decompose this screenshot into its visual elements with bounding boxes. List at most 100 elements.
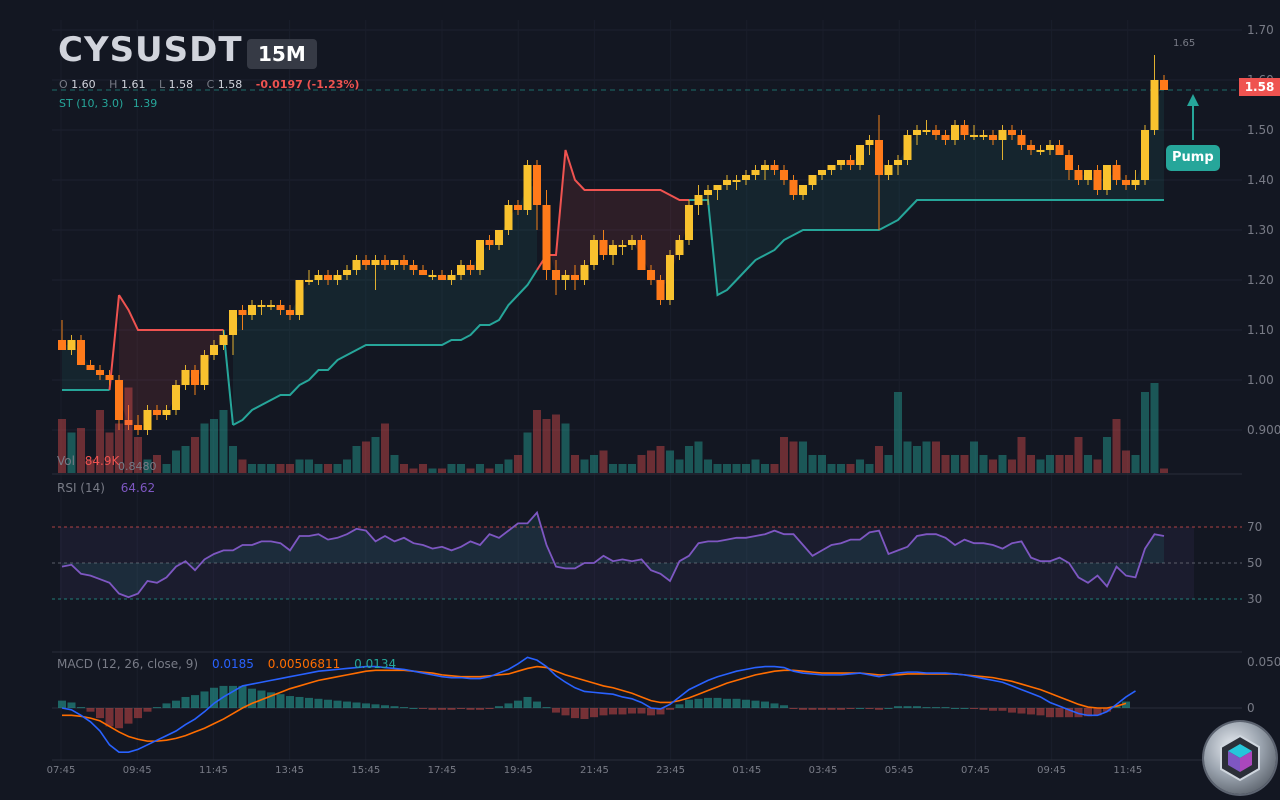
volume-bar <box>1103 437 1111 473</box>
macd-histogram-bar <box>1122 701 1130 708</box>
macd-histogram-bar <box>818 708 826 710</box>
macd-histogram-bar <box>67 702 76 708</box>
volume-bar <box>656 446 665 473</box>
macd-histogram-bar <box>210 687 218 708</box>
rsi-legend[interactable]: RSI (14) 64.62 <box>57 481 155 495</box>
supertrend-down-line <box>546 149 689 256</box>
time-tick-label: 05:45 <box>885 765 914 776</box>
supertrend-legend[interactable]: ST (10, 3.0) 1.39 <box>59 97 163 110</box>
volume-bar <box>514 455 522 473</box>
volume-bar <box>238 459 247 473</box>
volume-bar <box>153 455 161 473</box>
macd-histogram-bar <box>305 697 313 708</box>
macd-histogram-bar <box>789 708 798 709</box>
macd-histogram-bar <box>979 708 988 710</box>
macd-histogram-bar <box>343 701 351 708</box>
volume-bar <box>846 464 855 473</box>
candle-body <box>333 275 342 280</box>
candle-body <box>276 305 285 310</box>
candle-body <box>314 275 323 280</box>
macd-histogram-bar <box>495 706 503 708</box>
candle-body <box>124 420 133 425</box>
volume-bar <box>504 459 513 473</box>
volume-bar <box>305 459 313 473</box>
macd-histogram-bar <box>723 698 731 708</box>
macd-histogram-bar <box>324 699 332 708</box>
volume-bar <box>86 459 95 473</box>
high-label: H <box>109 78 118 91</box>
candle-body <box>685 205 693 240</box>
candle-body <box>229 310 237 335</box>
macd-histogram-bar <box>286 696 294 708</box>
candle-body <box>818 170 826 175</box>
volume-bar <box>324 464 332 473</box>
macd-histogram-bar <box>352 702 361 708</box>
candle-body <box>86 365 95 370</box>
macd-label: MACD (12, 26, close, 9) <box>57 657 199 671</box>
macd-histogram-bar <box>162 703 171 708</box>
supertrend-up-line <box>232 269 538 426</box>
volume-bar <box>210 419 218 473</box>
candle-body <box>979 135 988 137</box>
macd-histogram-bar <box>181 696 190 708</box>
supertrend-down-fill <box>119 295 224 428</box>
volume-bar <box>751 459 760 473</box>
macd-histogram-bar <box>238 685 247 708</box>
volume-bar <box>761 464 769 473</box>
macd-histogram-bar <box>105 708 114 727</box>
macd-histogram-bar <box>894 706 902 708</box>
candle-body <box>694 195 703 205</box>
macd-histogram-bar <box>333 700 342 708</box>
volume-legend[interactable]: Vol 84.9K <box>57 454 119 468</box>
volume-bar <box>732 464 741 473</box>
volume-bar <box>77 428 85 473</box>
volume-bar <box>105 432 114 473</box>
candle-body <box>172 385 180 410</box>
signal-value: 0.00506811 <box>267 657 341 671</box>
volume-bar <box>922 441 931 473</box>
rsi-tick-label: 70 <box>1247 520 1262 534</box>
candle-body <box>1150 80 1159 130</box>
candle-body <box>324 275 332 280</box>
macd-histogram-bar <box>438 708 446 710</box>
macd-histogram-bar <box>143 708 152 712</box>
macd-histogram-bar <box>523 696 532 708</box>
macd-histogram-bar <box>989 708 997 711</box>
candle-body <box>808 175 817 185</box>
change-value: -0.0197 (-1.23%) <box>255 78 360 91</box>
candle-body <box>1160 80 1168 90</box>
candle-body <box>932 130 940 135</box>
macd-histogram-bar <box>172 700 180 708</box>
macd-histogram-bar <box>1027 708 1035 715</box>
volume-bar <box>390 455 399 473</box>
low-label: L <box>158 78 166 91</box>
candle-body <box>191 370 199 385</box>
candle-body <box>542 205 551 270</box>
volume-bar <box>742 464 750 473</box>
volume-bar <box>979 455 988 473</box>
candle-body <box>618 245 627 247</box>
macd-histogram-bar <box>742 699 750 708</box>
macd-histogram-bar <box>504 703 513 708</box>
candle-body <box>248 305 256 315</box>
candle-body <box>903 135 912 160</box>
macd-histogram-bar <box>770 703 779 708</box>
volume-bar <box>713 464 722 473</box>
macd-histogram-bar <box>1055 708 1064 718</box>
candle-body <box>447 275 456 280</box>
candle-body <box>400 260 408 265</box>
volume-bar <box>628 464 636 473</box>
volume-bar <box>181 446 190 473</box>
macd-legend[interactable]: MACD (12, 26, close, 9) 0.0185 0.0050681… <box>57 657 396 671</box>
volume-bar <box>314 464 323 473</box>
volume-bar <box>666 450 674 473</box>
volume-bar <box>1131 455 1140 473</box>
macd-histogram-bar <box>837 708 845 710</box>
timeframe-badge[interactable]: 15M <box>247 39 317 69</box>
macd-histogram-bar <box>552 708 560 713</box>
macd-histogram-bar <box>580 708 589 720</box>
histogram-value: 0.0134 <box>354 657 397 671</box>
volume-bar <box>191 437 199 473</box>
rsi-label: RSI (14) <box>57 481 105 495</box>
volume-bar <box>808 455 817 473</box>
